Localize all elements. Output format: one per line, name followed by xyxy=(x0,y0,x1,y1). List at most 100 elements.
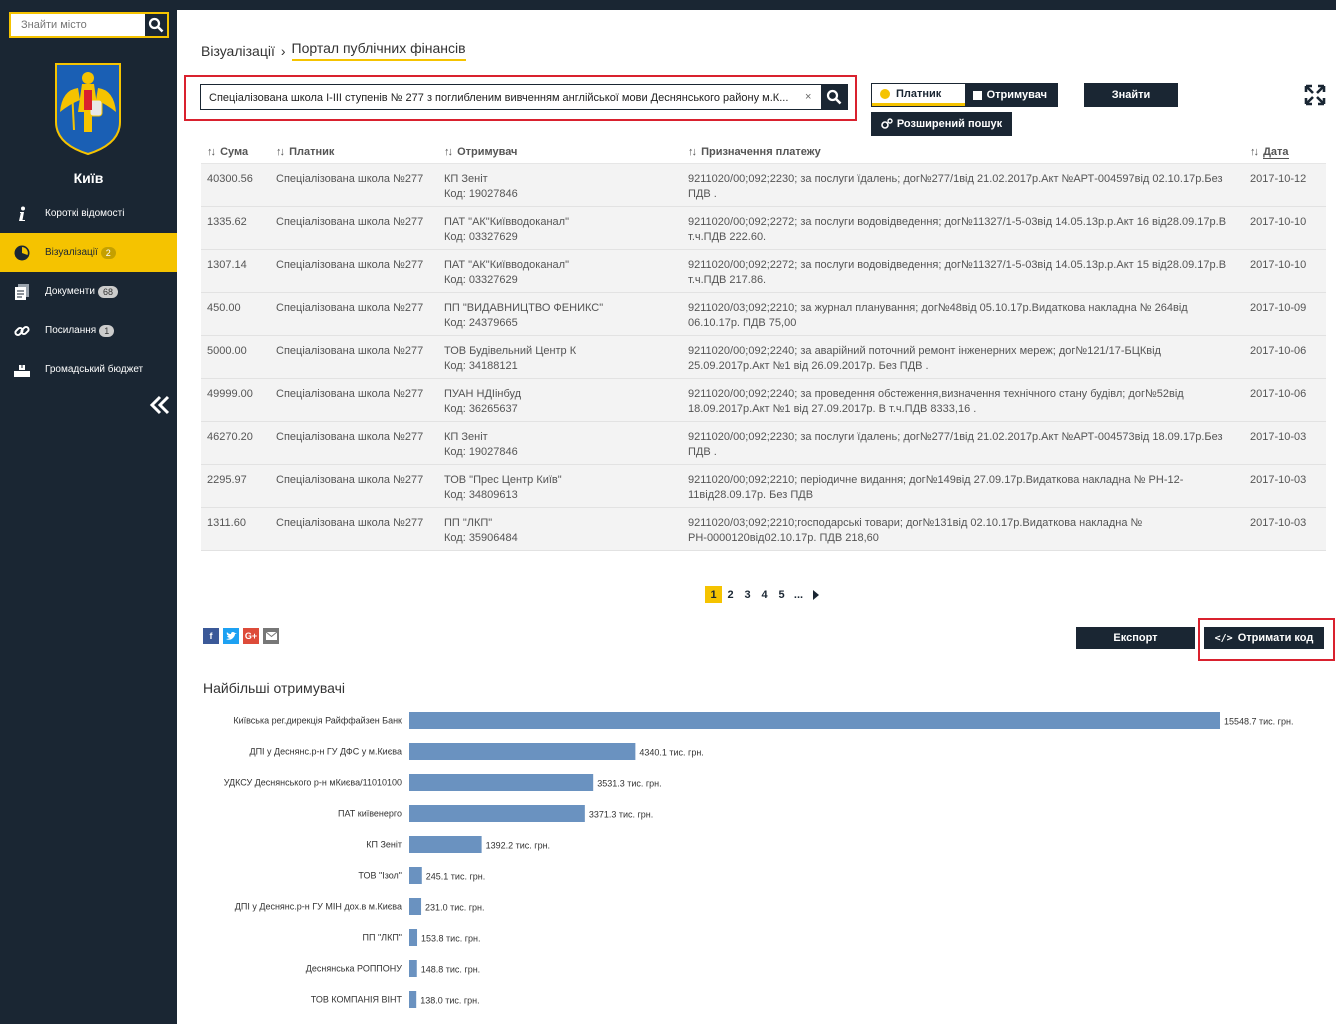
category-label: ПП "ЛКП" xyxy=(363,933,402,943)
recipient-code: Код: 03327629 xyxy=(444,231,518,243)
code-icon: </> xyxy=(1214,632,1233,644)
gears-icon xyxy=(881,118,893,129)
collapse-sidebar-icon[interactable] xyxy=(149,394,171,416)
cell-purpose: 9211020/00;092;2240; за аварійний поточн… xyxy=(688,336,1250,378)
sidebar-item-visualizations[interactable]: Візуалізації 2 xyxy=(0,233,177,272)
email-icon[interactable] xyxy=(263,628,279,644)
table-row[interactable]: 5000.00 Спеціалізована школа №277 ТОВ Буді… xyxy=(201,336,1326,379)
facebook-icon[interactable]: f xyxy=(203,628,219,644)
column-purpose[interactable]: ↑↓ Призначення платежу xyxy=(688,146,1250,158)
column-sum[interactable]: ↑↓ Сума xyxy=(201,146,276,158)
sidebar-item-public-budget[interactable]: Громадський бюджет xyxy=(0,350,177,389)
find-button[interactable]: Знайти xyxy=(1084,83,1178,107)
bar[interactable] xyxy=(409,743,636,760)
toggle-payer-label: Платник xyxy=(896,87,942,100)
column-date[interactable]: ↑↓ Дата xyxy=(1250,145,1326,159)
top-recipients-chart: Київська рег.дирекція Райффайзен Банк 155… xyxy=(224,712,1293,1008)
table-row[interactable]: 2295.97 Спеціалізована школа №277 ТОВ "Пре… xyxy=(201,465,1326,508)
cell-sum: 1307.14 xyxy=(207,259,247,271)
bar[interactable] xyxy=(409,960,417,977)
fullscreen-icon[interactable] xyxy=(1304,84,1326,106)
google-plus-icon[interactable]: G+ xyxy=(243,628,259,644)
page-link[interactable]: 4 xyxy=(761,588,768,601)
cell-recipient: ПУАН НДІінбуд Код: 36265637 xyxy=(444,379,688,421)
twitter-icon[interactable] xyxy=(223,628,239,644)
export-button[interactable]: Експорт xyxy=(1076,627,1195,649)
toggle-recipient[interactable]: Отримувач xyxy=(965,84,1057,106)
cell-recipient: ПП "ЛКП" Код: 35906484 xyxy=(444,508,688,550)
page-link[interactable]: 5 xyxy=(778,588,785,601)
table-row[interactable]: 40300.56 Спеціалізована школа №277 КП Зені… xyxy=(201,164,1326,207)
table-row[interactable]: 49999.00 Спеціалізована школа №277 ПУАН НД… xyxy=(201,379,1326,422)
bar[interactable] xyxy=(409,712,1220,729)
category-label: УДКСУ Деснянського р-н мКиєва/11010100 xyxy=(224,778,402,788)
purpose-text: 9211020/00;092;2210; періодичне видання;… xyxy=(688,474,1184,501)
recipient-code: Код: 19027846 xyxy=(444,188,518,200)
column-payer[interactable]: ↑↓ Платник xyxy=(276,146,444,158)
cell-sum: 49999.00 xyxy=(207,388,253,400)
sort-icon: ↑↓ xyxy=(276,145,285,158)
table-row[interactable]: 1335.62 Спеціалізована школа №277 ПАТ "АК"… xyxy=(201,207,1326,250)
bar[interactable] xyxy=(409,836,482,853)
category-label: КП Зеніт xyxy=(366,840,402,850)
cell-recipient: ПАТ "АК"Київводоканал" Код: 03327629 xyxy=(444,250,688,292)
clear-icon[interactable]: × xyxy=(805,91,812,103)
get-code-button[interactable]: </> Отримати код xyxy=(1204,627,1324,649)
sidebar-item-summary[interactable]: Короткі відомості xyxy=(0,194,177,233)
next-page-icon[interactable] xyxy=(807,586,824,603)
cell-date: 2017-10-09 xyxy=(1250,302,1307,314)
table-row[interactable]: 46270.20 Спеціалізована школа №277 КП Зені… xyxy=(201,422,1326,465)
cell-date: 2017-10-06 xyxy=(1250,345,1307,357)
category-label: ТОВ КОМПАНІЯ ВІНТ xyxy=(311,995,403,1005)
sidebar-item-links[interactable]: Посилання 1 xyxy=(0,311,177,350)
table-row[interactable]: 450.00 Спеціалізована школа №277 ПП "ВИДАВ… xyxy=(201,293,1326,336)
cell-sum: 450.00 xyxy=(207,302,241,314)
cell-sum: 2295.97 xyxy=(207,474,247,486)
value-label: 231.0 тис. грн. xyxy=(425,903,484,913)
search-button[interactable] xyxy=(821,85,847,109)
sidebar-nav: Короткі відомості Візуалізації 2 Докумен… xyxy=(0,194,177,389)
cell-recipient: ПАТ "АК"Київводоканал" Код: 03327629 xyxy=(444,207,688,249)
toggle-payer[interactable]: Платник xyxy=(872,84,965,106)
cell-recipient: ПП "ВИДАВНИЦТВО ФЕНИКС" Код: 24379665 xyxy=(444,293,688,335)
category-label: Київська рег.дирекція Райффайзен Банк xyxy=(233,716,402,726)
purpose-text: 9211020/00;092;2272; за послуги водовідв… xyxy=(688,216,1227,243)
advanced-search-button[interactable]: Розширений пошук xyxy=(871,112,1012,136)
city-search-button[interactable] xyxy=(145,14,167,36)
breadcrumb-root[interactable]: Візуалізації xyxy=(201,42,275,59)
city-search-input[interactable] xyxy=(11,14,145,36)
search-field: Спеціалізована школа І-ІІІ ступенів № 27… xyxy=(200,84,848,110)
recipient-name: ТОВ "Прес Центр Київ" xyxy=(444,474,562,486)
recipient-name: ТОВ Будівельний Центр К xyxy=(444,345,577,357)
sidebar-item-documents[interactable]: Документи 68 xyxy=(0,272,177,311)
table-row[interactable]: 1311.60 Спеціалізована школа №277 ПП "ЛКП"… xyxy=(201,508,1326,551)
page-link[interactable]: 2 xyxy=(727,588,734,601)
page-ellipsis[interactable]: ... xyxy=(793,588,804,601)
page-link[interactable]: 3 xyxy=(744,588,751,601)
cell-sum: 5000.00 xyxy=(207,345,247,357)
bar[interactable] xyxy=(409,898,422,915)
sidebar-item-label: Візуалізації xyxy=(45,247,98,258)
kyiv-coat-of-arms-icon xyxy=(55,63,121,156)
bar[interactable] xyxy=(409,867,422,884)
recipient-name: КП Зеніт xyxy=(444,431,488,443)
column-recipient-label: Отримувач xyxy=(457,145,518,158)
table-row[interactable]: 1307.14 Спеціалізована школа №277 ПАТ "АК"… xyxy=(201,250,1326,293)
purpose-text: 9211020/00;092;2230; за послуги їдалень;… xyxy=(688,173,1223,200)
bar[interactable] xyxy=(409,774,594,791)
cell-date: 2017-10-03 xyxy=(1250,474,1307,486)
bar[interactable] xyxy=(409,929,418,946)
purpose-text: 9211020/03;092;2210; за журнал плануванн… xyxy=(688,302,1188,329)
column-recipient[interactable]: ↑↓ Отримувач xyxy=(444,146,688,158)
recipient-name: ПАТ "АК"Київводоканал" xyxy=(444,259,569,271)
cell-sum: 46270.20 xyxy=(207,431,253,443)
bar[interactable] xyxy=(409,991,417,1008)
bar[interactable] xyxy=(409,805,585,822)
category-label: ДПІ у Деснянс.р-н ГУ МІН дох.в м.Києва xyxy=(235,902,402,912)
search-input[interactable]: Спеціалізована школа І-ІІІ ступенів № 27… xyxy=(209,92,789,104)
cell-purpose: 9211020/00;092;2272; за послуги водовідв… xyxy=(688,250,1250,292)
page-link[interactable]: 1 xyxy=(705,586,722,603)
value-label: 138.0 тис. грн. xyxy=(420,996,479,1006)
category-label: ДПІ у Деснянс.р-н ГУ ДФС у м.Києва xyxy=(249,747,402,757)
recipient-name: ПАТ "АК"Київводоканал" xyxy=(444,216,569,228)
